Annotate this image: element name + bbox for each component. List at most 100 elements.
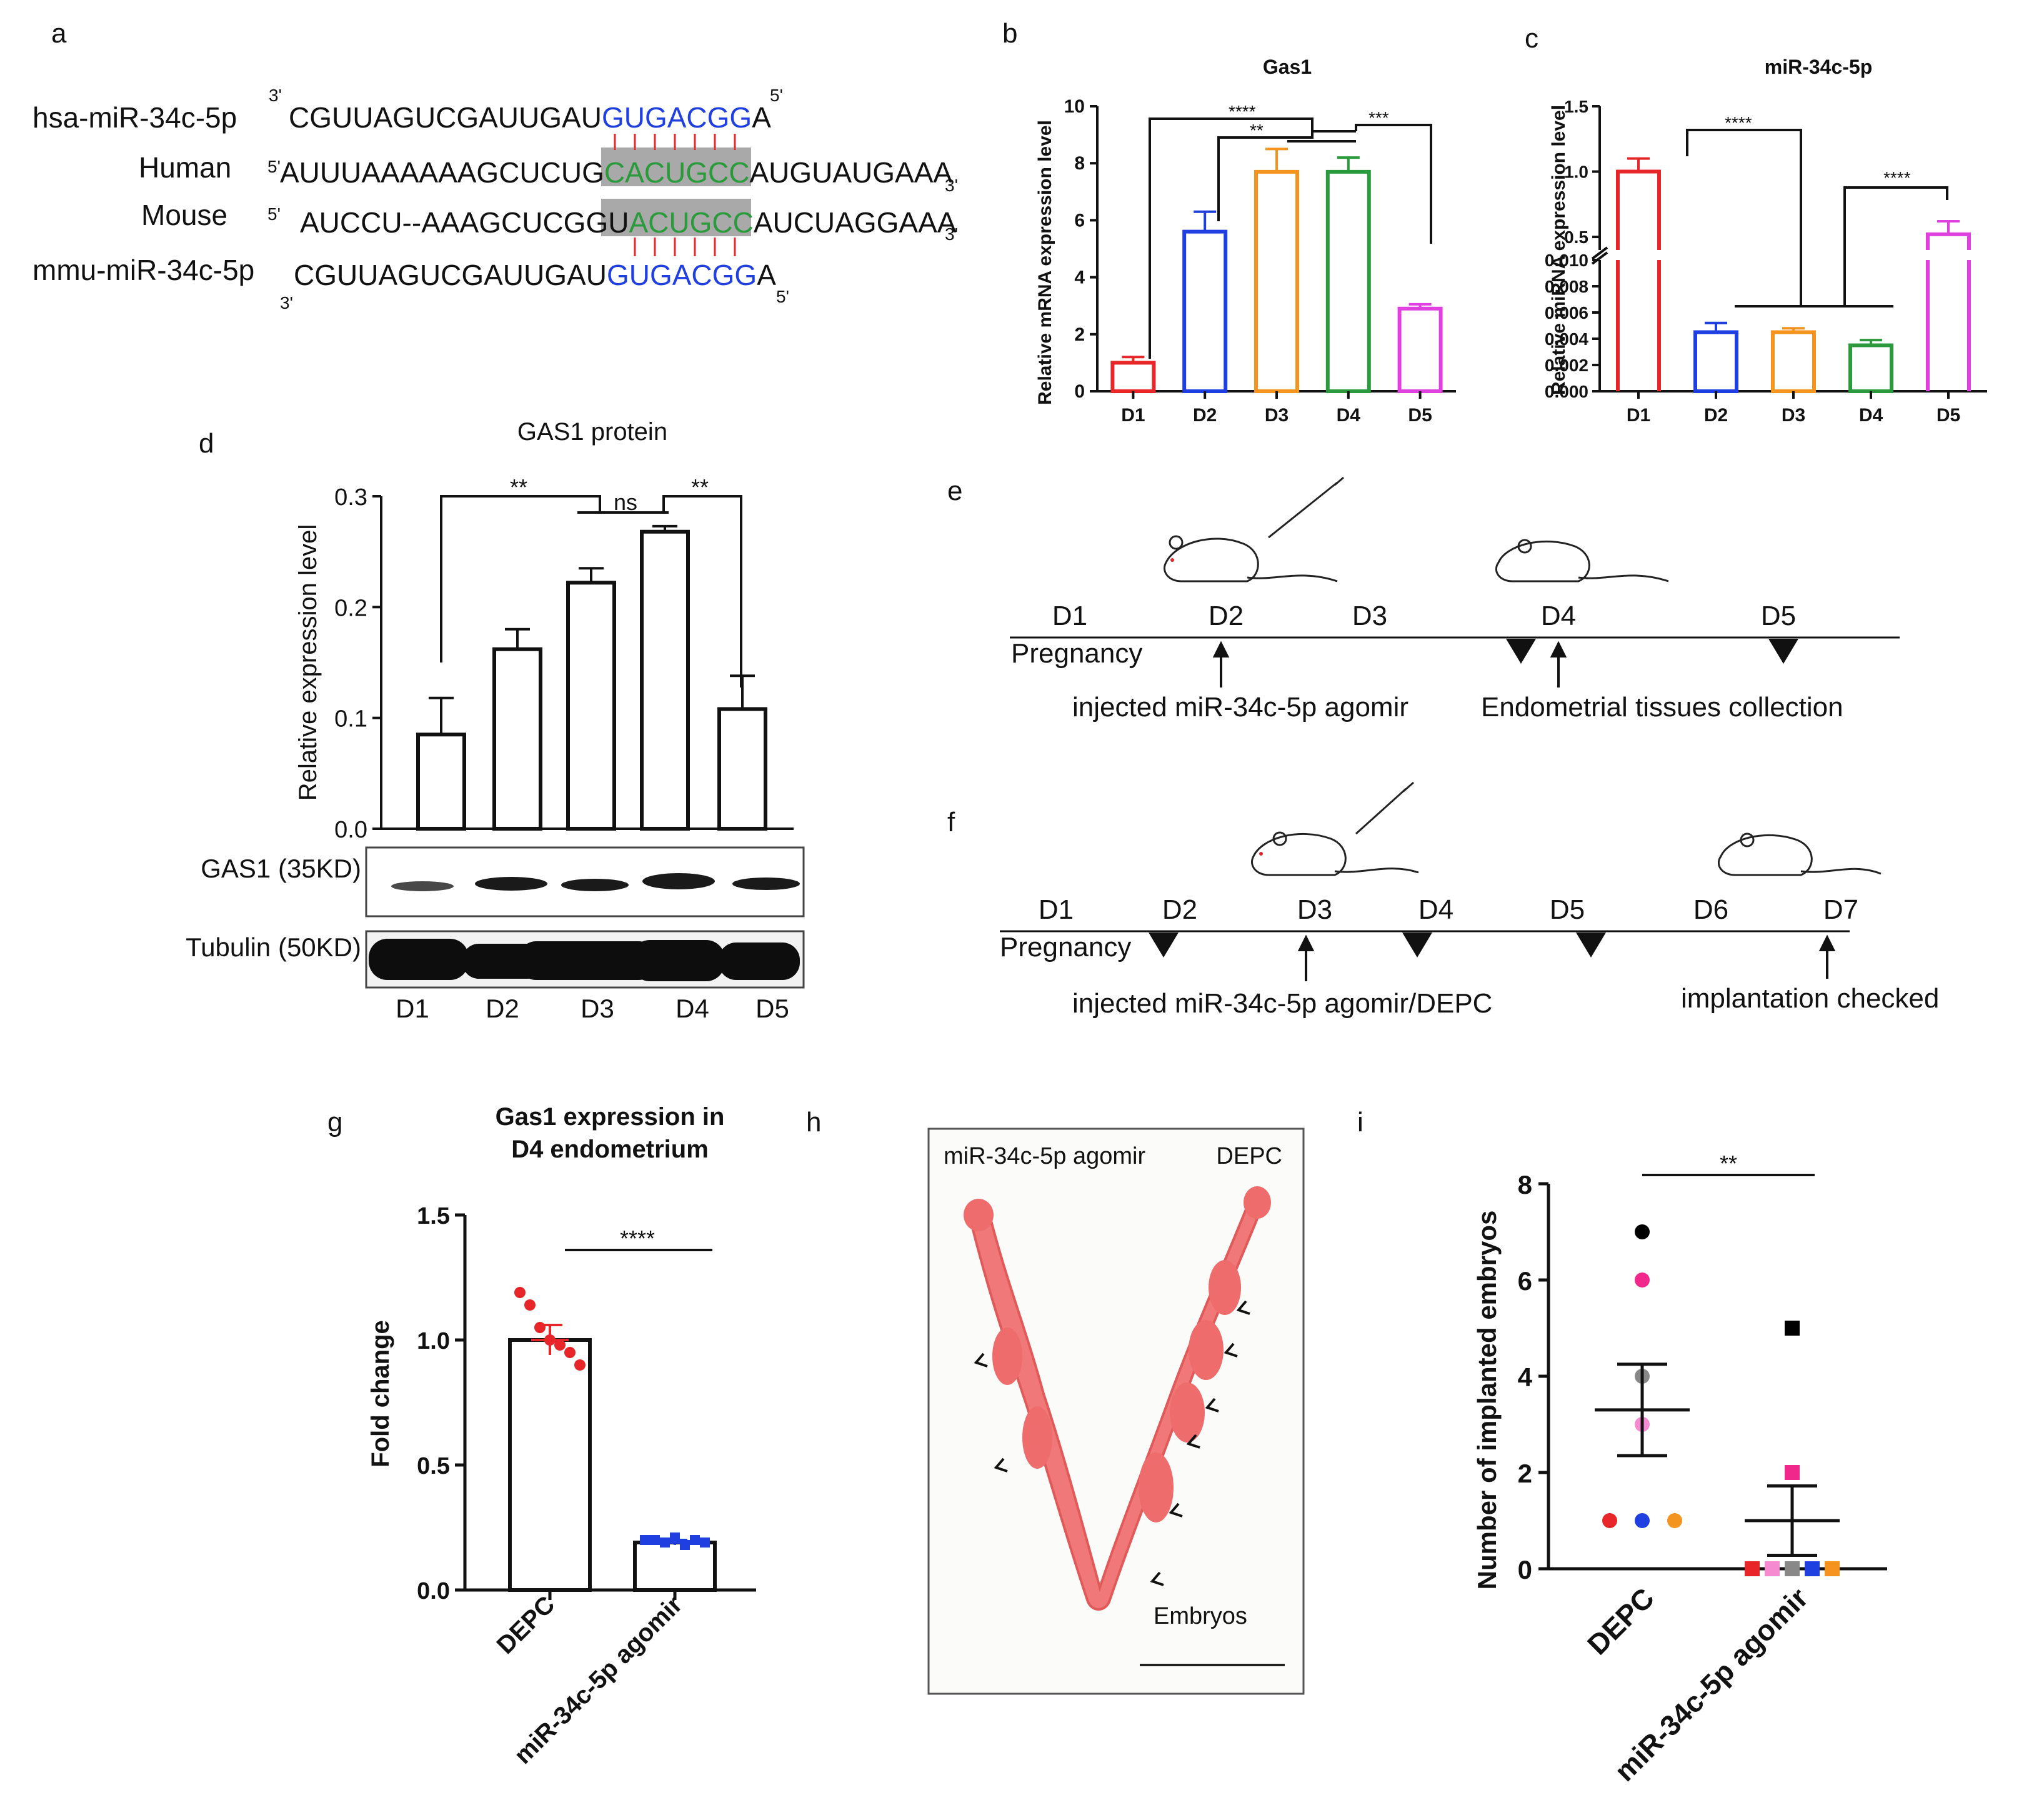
chart-g-point xyxy=(524,1299,536,1311)
chart-b-xtick-label: D4 xyxy=(1337,405,1361,426)
mouse-label: Mouse xyxy=(141,199,227,231)
chart-i-xlabel-depc: DEPC xyxy=(1581,1581,1660,1661)
timeline-e-triangle-1 xyxy=(1506,639,1536,664)
chart-g-point xyxy=(574,1359,586,1371)
human-label: Human xyxy=(139,151,231,184)
chart-b-sig-1: **** xyxy=(1229,102,1256,121)
mouse-sequence: AUCCU--AAAGCUCGGUACUGCCAUCUAGGAAA xyxy=(300,206,957,239)
chart-g-bar xyxy=(508,1338,592,1592)
chart-c-xtick-label: D4 xyxy=(1859,405,1883,426)
chart-g-point xyxy=(514,1287,526,1298)
chart-c-xtick-label: D3 xyxy=(1782,405,1805,426)
timeline-f-d3: D3 xyxy=(1297,894,1332,925)
chart-g-ytick-label: 0.0 xyxy=(417,1578,450,1604)
blot-label-tubulin: Tubulin (50KD) xyxy=(186,932,361,962)
mouse-end-right: 3' xyxy=(945,224,958,244)
chart-c-bar xyxy=(1616,169,1661,391)
chart-c-plot: 0.000 0.002 0.004 0.006 0.008 0.010 0.5 1.0 1.5 D… xyxy=(1545,97,1987,426)
chart-c-bar xyxy=(1771,330,1816,393)
chart-b-ytick-label: 2 xyxy=(1074,324,1085,345)
panel-a-sequence-alignment: hsa-miR-34c-5p 3' CGUUAGUCGAUUGAUGUGACGG… xyxy=(32,86,958,312)
mouse-eye-icon-f xyxy=(1259,852,1263,856)
chart-c-axis-break xyxy=(1591,246,1608,265)
timeline-f-d7: D7 xyxy=(1823,894,1858,925)
chart-b-ytick-label: 0 xyxy=(1074,381,1085,402)
chart-b-xtick-label: D1 xyxy=(1121,405,1145,426)
timeline-e-d2: D2 xyxy=(1209,601,1244,631)
chart-g-ytick-label: 1.0 xyxy=(417,1328,450,1354)
chart-g-ytick-label: 1.5 xyxy=(417,1203,450,1229)
embryo-arrowheads xyxy=(974,1300,1250,1586)
mouse-eye-icon xyxy=(1170,558,1174,562)
chart-d-significance-brackets xyxy=(440,495,742,688)
chart-i-point-agomir xyxy=(1765,1561,1780,1576)
chart-d-ytick-label: 0.1 xyxy=(334,706,367,732)
chart-g-point xyxy=(564,1347,576,1358)
blot-lane-d3: D3 xyxy=(581,994,614,1023)
chart-d-bar xyxy=(640,529,690,831)
chart-g-title-2: D4 endometrium xyxy=(511,1136,709,1163)
chart-c-ytick-label: 1.5 xyxy=(1564,97,1588,116)
chart-i-ytick-label: 8 xyxy=(1518,1170,1532,1199)
chart-d-bar xyxy=(492,647,542,831)
chart-d-ytick-label: 0.2 xyxy=(334,595,367,621)
photo-label-depc: DEPC xyxy=(1216,1143,1282,1169)
chart-c-ytick-label: 0.000 xyxy=(1545,382,1588,401)
chart-b-sig-2: ** xyxy=(1250,121,1264,140)
chart-i-point-agomir xyxy=(1745,1561,1760,1576)
chart-i-point-agomir xyxy=(1785,1561,1800,1576)
blot-gas1-bands xyxy=(391,873,800,891)
chart-i-point-depc xyxy=(1635,1513,1650,1528)
chart-d-plot: 0.0 0.1 0.2 0.3 xyxy=(334,484,794,843)
panel-c-mir34c-chart: miR-34c-5p Relative miRNA expression lev… xyxy=(1545,56,1987,426)
chart-d-ytick-label: 0.0 xyxy=(334,817,367,843)
chart-c-ytick-label: 0.004 xyxy=(1545,329,1588,349)
mmu-label: mmu-miR-34c-5p xyxy=(32,254,254,286)
timeline-f-triangle-2 xyxy=(1402,932,1432,958)
chart-i-point-depc xyxy=(1635,1224,1650,1239)
chart-g-point xyxy=(554,1339,566,1351)
chart-b-ytick-label: 4 xyxy=(1074,268,1085,288)
chart-g-point xyxy=(700,1538,710,1548)
chart-c-title: miR-34c-5p xyxy=(1765,56,1873,78)
pairing-lines-human xyxy=(614,134,736,150)
chart-b-ytick-label: 10 xyxy=(1064,96,1085,117)
chart-c-ytick-label: 1.0 xyxy=(1564,162,1588,182)
chart-i-ytick-label: 2 xyxy=(1518,1459,1532,1488)
chart-g-title-1: Gas1 expression in xyxy=(496,1103,725,1131)
chart-b-bar xyxy=(1397,306,1443,394)
chart-g-plot: 0.0 0.5 1.0 1.5 xyxy=(417,1203,756,1604)
pairing-lines-mouse xyxy=(634,238,736,256)
panel-b-gas1-chart: Gas1 Relative mRNA expression level 0 2 4 6… xyxy=(1035,56,1456,426)
chart-b-xtick-label: D3 xyxy=(1265,405,1289,426)
blot-gas1-frame xyxy=(365,846,805,918)
chart-i-point-depc xyxy=(1667,1513,1682,1528)
uterus-shape xyxy=(967,1198,1264,1611)
chart-i-plot: 0 2 4 6 8 xyxy=(1518,1170,1887,1584)
panel-label-f: f xyxy=(947,807,955,838)
chart-c-ytick-label: 0.006 xyxy=(1545,303,1588,322)
chart-i-point-agomir xyxy=(1825,1561,1840,1576)
panel-label-a: a xyxy=(51,18,67,49)
panel-label-i: i xyxy=(1357,1107,1363,1138)
timeline-f-d1: D1 xyxy=(1039,894,1074,925)
hsa-end-left: 3' xyxy=(269,86,282,105)
chart-c-xtick-label: D2 xyxy=(1704,405,1728,426)
chart-d-ytick-label: 0.3 xyxy=(334,484,367,511)
blot-lane-d4: D4 xyxy=(675,994,709,1023)
panel-label-b: b xyxy=(1002,18,1017,49)
chart-g-xlabel-depc: DEPC xyxy=(492,1591,561,1659)
chart-i-ytick-label: 4 xyxy=(1518,1362,1533,1392)
timeline-f-note-1: injected miR-34c-5p agomir/DEPC xyxy=(1072,988,1492,1019)
chart-c-significance-brackets xyxy=(1686,129,1948,308)
blot-lane-d1: D1 xyxy=(396,994,429,1023)
timeline-f-note-2: implantation checked xyxy=(1681,983,1939,1014)
chart-b-significance-brackets xyxy=(1149,118,1432,359)
timeline-e-note-2: Endometrial tissues collection xyxy=(1481,692,1843,722)
panel-label-g: g xyxy=(327,1107,342,1138)
mouse-injected-icon xyxy=(1164,476,1344,582)
chart-g-ylabel: Fold change xyxy=(367,1320,394,1468)
chart-c-bar xyxy=(1926,232,1971,391)
chart-c-xtick-label: D1 xyxy=(1627,405,1650,426)
chart-d-sig-3: ** xyxy=(691,474,709,500)
